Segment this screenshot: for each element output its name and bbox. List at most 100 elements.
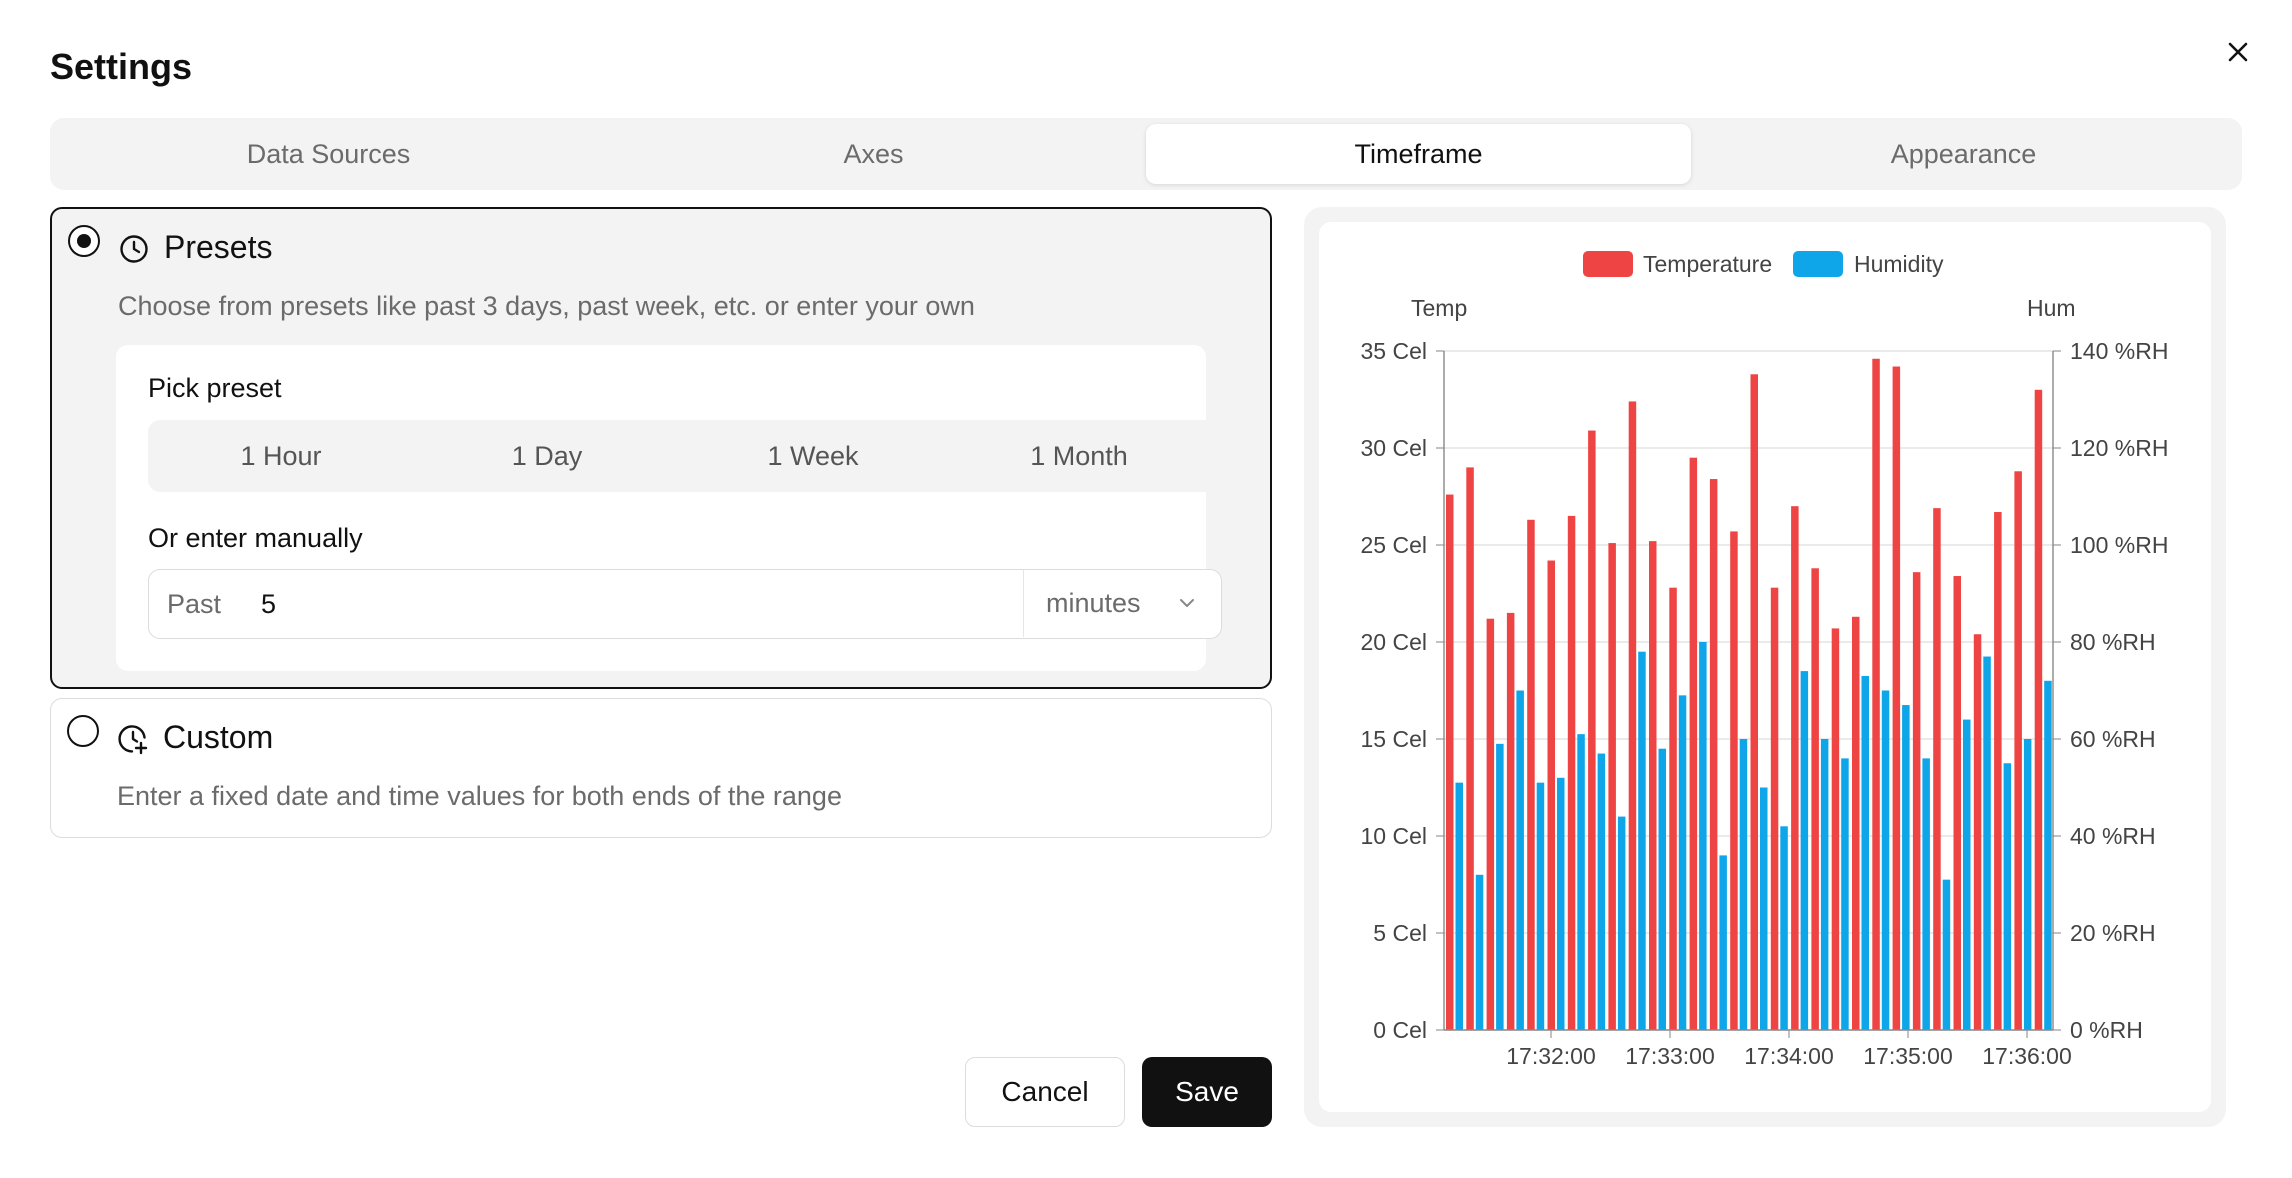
tab-timeframe[interactable]: Timeframe xyxy=(1146,124,1691,184)
tab-list: Data Sources Axes Timeframe Appearance xyxy=(50,118,2242,190)
dialog-title: Settings xyxy=(50,46,193,87)
custom-radio[interactable] xyxy=(67,715,99,747)
custom-option[interactable]: Custom Enter a fixed date and time value… xyxy=(50,698,1272,838)
y-right-tick-4: 80 %RH xyxy=(2070,629,2156,655)
y-right-tick-7: 140 %RH xyxy=(2070,338,2168,364)
bar-humidity-5 xyxy=(1557,777,1565,1030)
legend-swatch-1 xyxy=(1793,251,1843,277)
clock-plus-icon xyxy=(118,725,148,755)
bar-temperature-20 xyxy=(1852,616,1860,1030)
past-value-input[interactable] xyxy=(261,580,1021,628)
preset-1-hour[interactable]: 1 Hour xyxy=(240,440,322,471)
cancel-button[interactable]: Cancel xyxy=(965,1057,1125,1127)
bar-humidity-4 xyxy=(1536,782,1545,1030)
bar-temperature-29 xyxy=(2034,389,2043,1030)
legend-label-1: Humidity xyxy=(1854,251,1944,277)
preset-options: 1 Hour 1 Day 1 Week 1 Month xyxy=(148,420,1222,492)
presets-description: Choose from presets like past 3 days, pa… xyxy=(118,291,975,321)
y-right-tick-1: 20 %RH xyxy=(2070,920,2156,946)
preset-1-day[interactable]: 1 Day xyxy=(511,440,583,471)
manual-entry-group: Past minutes xyxy=(148,569,1222,639)
y-left-tick-3: 15 Cel xyxy=(1361,726,1427,752)
bar-temperature-11 xyxy=(1669,587,1677,1030)
bar-humidity-18 xyxy=(1820,739,1829,1030)
bar-temperature-19 xyxy=(1831,628,1840,1030)
bar-temperature-7 xyxy=(1588,430,1596,1030)
bar-humidity-28 xyxy=(2023,739,2032,1030)
presets-title: Presets xyxy=(164,229,273,265)
y-right-tick-6: 120 %RH xyxy=(2070,435,2168,461)
y-left-tick-0: 0 Cel xyxy=(1373,1017,1427,1043)
bar-temperature-8 xyxy=(1608,543,1616,1030)
y-left-tick-5: 25 Cel xyxy=(1361,532,1427,558)
unit-select-value: minutes xyxy=(1046,588,1141,618)
bar-temperature-2 xyxy=(1486,618,1495,1030)
bar-humidity-16 xyxy=(1780,826,1788,1030)
bar-humidity-3 xyxy=(1516,690,1524,1030)
preset-1-month[interactable]: 1 Month xyxy=(1030,440,1128,471)
bar-humidity-19 xyxy=(1841,758,1849,1030)
past-label: Past xyxy=(167,589,222,619)
preset-1-week[interactable]: 1 Week xyxy=(767,440,859,471)
bar-humidity-11 xyxy=(1678,695,1687,1030)
tab-axes[interactable]: Axes xyxy=(843,138,904,169)
chart-container: Temperature Humidity Temp Hum 0 Cel 5 Cel 10 C… xyxy=(1319,222,2211,1112)
chart-preview: Temperature Humidity Temp Hum 0 Cel 5 Cel 10 C… xyxy=(1304,207,2226,1127)
bar-humidity-6 xyxy=(1577,734,1585,1030)
chevron-down-icon xyxy=(1180,599,1194,607)
y-left-tick-4: 20 Cel xyxy=(1361,629,1427,655)
y-right-tick-3: 60 %RH xyxy=(2070,726,2156,752)
tab-appearance[interactable]: Appearance xyxy=(1890,138,2037,169)
bar-humidity-2 xyxy=(1496,743,1504,1030)
bar-temperature-9 xyxy=(1628,401,1637,1030)
bar-temperature-3 xyxy=(1506,612,1515,1030)
presets-radio[interactable] xyxy=(68,225,100,257)
save-button[interactable]: Save xyxy=(1142,1057,1272,1127)
bar-temperature-5 xyxy=(1547,560,1555,1030)
bar-humidity-21 xyxy=(1881,690,1890,1030)
bar-temperature-22 xyxy=(1892,366,1901,1030)
close-icon[interactable] xyxy=(2222,36,2254,68)
bar-temperature-1 xyxy=(1466,467,1474,1030)
bar-temperature-6 xyxy=(1567,515,1576,1030)
y-right-tick-2: 40 %RH xyxy=(2070,823,2156,849)
bar-temperature-14 xyxy=(1730,531,1738,1030)
y-right-tick-5: 100 %RH xyxy=(2070,532,2168,558)
y-left-axis-title: Temp xyxy=(1411,295,1467,321)
bar-humidity-1 xyxy=(1475,874,1484,1030)
bar-humidity-15 xyxy=(1760,787,1768,1030)
bar-temperature-21 xyxy=(1872,358,1880,1030)
x-tick-2: 17:34:00 xyxy=(1744,1043,1834,1069)
bar-temperature-27 xyxy=(1994,512,2002,1030)
y-left-tick-6: 30 Cel xyxy=(1361,435,1427,461)
bar-humidity-17 xyxy=(1800,671,1809,1030)
bar-humidity-29 xyxy=(2044,680,2052,1030)
bar-temperature-26 xyxy=(1973,634,1982,1030)
legend-label-0: Temperature xyxy=(1643,251,1772,277)
bar-humidity-23 xyxy=(1922,758,1930,1030)
bar-humidity-14 xyxy=(1739,739,1748,1030)
bar-humidity-0 xyxy=(1455,782,1463,1030)
y-left-tick-7: 35 Cel xyxy=(1361,338,1427,364)
bar-temperature-23 xyxy=(1912,572,1921,1030)
presets-panel: Pick preset 1 Hour 1 Day 1 Week 1 Month … xyxy=(116,345,1222,671)
x-tick-1: 17:33:00 xyxy=(1625,1043,1715,1069)
presets-option[interactable]: Presets Choose from presets like past 3 … xyxy=(50,207,1272,689)
bar-humidity-13 xyxy=(1719,855,1727,1030)
unit-select[interactable]: minutes xyxy=(1023,570,1221,637)
bar-humidity-22 xyxy=(1902,705,1910,1030)
tab-data-sources[interactable]: Data Sources xyxy=(246,138,411,169)
bar-temperature-28 xyxy=(2014,471,2022,1030)
y-left-tick-2: 10 Cel xyxy=(1361,823,1427,849)
bar-humidity-26 xyxy=(1983,656,1991,1030)
bar-temperature-12 xyxy=(1689,457,1698,1030)
bar-temperature-24 xyxy=(1933,508,1941,1030)
custom-description: Enter a fixed date and time values for b… xyxy=(117,781,842,811)
x-tick-3: 17:35:00 xyxy=(1863,1043,1953,1069)
bar-humidity-7 xyxy=(1597,753,1606,1030)
bar-temperature-0 xyxy=(1446,494,1454,1030)
y-left-tick-1: 5 Cel xyxy=(1373,920,1427,946)
bar-chart: Temperature Humidity Temp Hum 0 Cel 5 Cel 10 C… xyxy=(1361,251,2168,1069)
custom-title: Custom xyxy=(163,719,274,755)
bar-humidity-8 xyxy=(1617,816,1626,1030)
